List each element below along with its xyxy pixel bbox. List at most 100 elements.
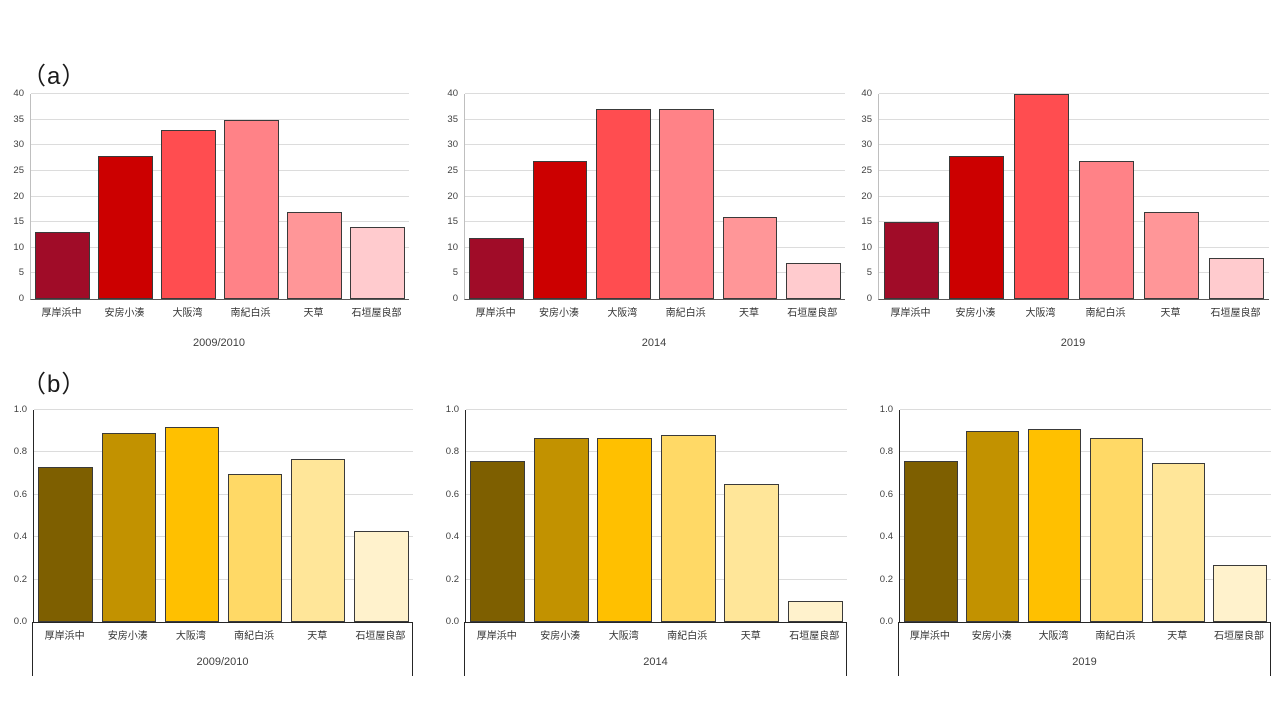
x-category-label: 大阪湾 (1025, 308, 1056, 319)
axis-frame-right (412, 622, 413, 676)
bar (1143, 211, 1200, 299)
x-category-label: 安房小湊 (540, 631, 581, 642)
gridline (465, 144, 845, 146)
gridline (465, 93, 845, 94)
gridline (31, 221, 409, 223)
plot-area (464, 93, 845, 300)
bar (1027, 429, 1082, 622)
y-axis-tick-label: 1.0 (445, 404, 459, 415)
y-axis-tick-label: 0.0 (879, 616, 893, 627)
y-axis-tick-label: 0.2 (879, 573, 893, 585)
gridline (879, 195, 1269, 197)
bar (597, 437, 653, 622)
gridline (900, 409, 1271, 410)
bar (35, 232, 90, 299)
x-category-label: 天草 (307, 631, 328, 642)
chart-title: 2014 (641, 337, 667, 349)
gridline (879, 169, 1269, 171)
gridline (31, 195, 409, 197)
gridline (465, 246, 845, 248)
axis-frame-right (846, 622, 847, 676)
bar-slot (944, 94, 1009, 299)
y-axis-tick-label: 0.6 (445, 488, 459, 500)
bar-chart-a-2019: 0 5 10 15 20 25 30 35 40 厚岸浜中 安房小湊 大阪湾 南紀白浜 天草 石垣屋良部 20… (861, 88, 1269, 349)
x-category-label: 石垣屋良部 (789, 631, 840, 642)
y-axis-tick-label: 1.0 (13, 404, 27, 415)
y-axis-tick-label: 0.8 (13, 446, 27, 458)
bar (354, 530, 409, 622)
bar-slot (160, 410, 223, 622)
gridline (465, 169, 845, 171)
bar (1089, 437, 1143, 622)
bars-group (34, 410, 413, 622)
bar (98, 155, 153, 299)
y-axis-tick-label: 0.8 (879, 446, 893, 458)
bar (291, 458, 346, 622)
gridline (34, 409, 413, 410)
gridline (465, 221, 845, 223)
bar (722, 217, 778, 299)
bar (966, 431, 1020, 622)
bar (38, 467, 93, 622)
bar (787, 600, 843, 622)
x-axis-labels: 厚岸浜中 安房小湊 大阪湾 南紀白浜 天草 石垣屋良部 (30, 304, 408, 319)
x-category-label: 天草 (738, 308, 759, 319)
bar-slot (1209, 410, 1271, 622)
y-axis-tick-label: 20 (447, 190, 458, 202)
x-category-label: 石垣屋良部 (355, 631, 406, 642)
bar (287, 211, 342, 299)
panel-a-label: （a） (22, 63, 87, 90)
x-category-label: 石垣屋良部 (1214, 631, 1265, 642)
x-category-label: 南紀白浜 (1095, 631, 1136, 642)
gridline (31, 118, 409, 120)
bar (724, 484, 780, 622)
bars-group (31, 94, 409, 299)
y-axis-tick-label: 15 (13, 216, 24, 228)
y-axis-tick-label: 10 (861, 241, 872, 253)
gridline (34, 536, 413, 538)
bar-slot (528, 94, 591, 299)
gridline (466, 493, 847, 495)
x-category-label: 天草 (1160, 308, 1181, 319)
bar-slot (350, 410, 413, 622)
y-axis-tick-label: 0.8 (445, 446, 459, 458)
x-category-label: 大阪湾 (175, 631, 206, 642)
bar (161, 129, 216, 299)
bar-slot (530, 410, 594, 622)
chart-title: 2014 (643, 656, 668, 668)
x-category-label: 大阪湾 (608, 631, 639, 642)
x-category-label: 南紀白浜 (665, 308, 706, 319)
x-category-label: 厚岸浜中 (41, 308, 82, 319)
panel-b-label: （b） (22, 371, 87, 398)
bar (101, 433, 156, 622)
bar (1213, 564, 1267, 622)
y-axis-tick-label: 0.2 (13, 573, 27, 585)
gridline (34, 493, 413, 495)
axis-frame-left (898, 622, 899, 676)
bar-slot (593, 410, 657, 622)
y-axis-tick-label: 40 (861, 88, 872, 99)
y-axis-tick-label: 30 (13, 139, 24, 151)
gridline (465, 118, 845, 120)
bar (164, 426, 220, 622)
y-axis-tick-label: 40 (447, 88, 458, 99)
gridline (466, 451, 847, 453)
gridline (31, 169, 409, 171)
bar-slot (592, 94, 655, 299)
gridline (900, 536, 1271, 538)
x-category-label: 安房小湊 (104, 308, 145, 319)
bar (350, 227, 405, 299)
gridline (31, 93, 409, 94)
gridline (31, 272, 409, 274)
bars-group (879, 94, 1269, 299)
y-axis-tick-label: 25 (861, 164, 872, 176)
y-axis-tick-label: 20 (861, 190, 872, 202)
x-axis-labels: 厚岸浜中 安房小湊 大阪湾 南紀白浜 天草 石垣屋良部 (33, 627, 412, 642)
y-axis-tick-label: 5 (18, 267, 24, 279)
bar-slot (718, 94, 781, 299)
bar (1151, 463, 1205, 622)
y-axis-tick-label: 0.2 (445, 573, 459, 585)
bar (883, 222, 940, 299)
y-axis-tick-label: 0 (866, 293, 872, 304)
bar-slot (283, 94, 346, 299)
